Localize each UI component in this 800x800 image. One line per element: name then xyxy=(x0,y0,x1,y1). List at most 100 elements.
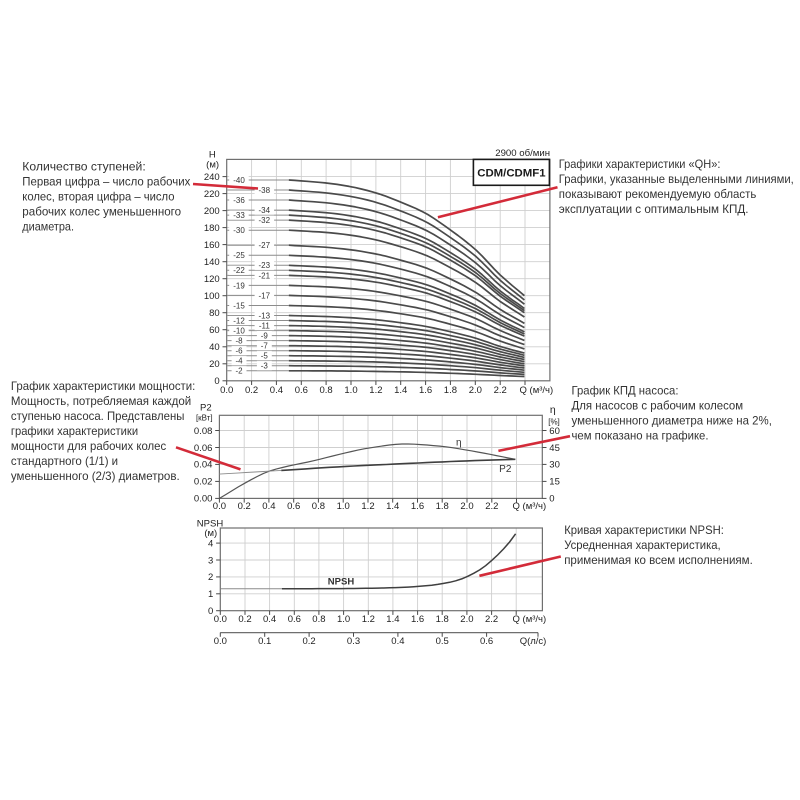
svg-text:1.4: 1.4 xyxy=(386,614,399,625)
svg-text:Графики, указанные выделенными: Графики, указанные выделенными линиями, xyxy=(559,172,794,186)
svg-text:-2: -2 xyxy=(235,367,243,376)
svg-text:0.1: 0.1 xyxy=(258,636,271,647)
svg-text:(м): (м) xyxy=(206,159,219,170)
svg-text:1.2: 1.2 xyxy=(369,385,382,396)
svg-text:2.0: 2.0 xyxy=(460,501,473,512)
svg-text:-12: -12 xyxy=(233,316,245,325)
svg-text:0.06: 0.06 xyxy=(194,443,213,454)
svg-text:рабочих колес уменьшенного: рабочих колес уменьшенного xyxy=(22,205,181,219)
svg-text:-33: -33 xyxy=(233,211,245,220)
svg-text:-23: -23 xyxy=(259,261,271,270)
svg-text:P2: P2 xyxy=(499,464,512,475)
svg-text:1.8: 1.8 xyxy=(436,501,449,512)
svg-text:2.0: 2.0 xyxy=(469,385,482,396)
svg-text:60: 60 xyxy=(209,325,220,336)
svg-text:График характеристики мощности: График характеристики мощности: xyxy=(11,379,195,393)
svg-text:(м): (м) xyxy=(204,528,217,539)
svg-text:Для насосов с рабочим колесом: Для насосов с рабочим колесом xyxy=(572,398,744,412)
svg-text:Q (м³/ч): Q (м³/ч) xyxy=(513,501,547,512)
svg-text:η: η xyxy=(456,438,462,449)
svg-text:200: 200 xyxy=(204,206,220,217)
svg-text:-6: -6 xyxy=(235,347,243,356)
svg-text:0.04: 0.04 xyxy=(194,460,213,471)
svg-text:2.2: 2.2 xyxy=(485,501,498,512)
svg-text:2900 об/мин: 2900 об/мин xyxy=(495,148,550,159)
svg-text:-4: -4 xyxy=(235,357,243,366)
svg-text:-10: -10 xyxy=(233,327,245,336)
svg-text:1.8: 1.8 xyxy=(436,614,449,625)
svg-text:1: 1 xyxy=(208,589,213,600)
svg-text:0.8: 0.8 xyxy=(312,614,325,625)
svg-text:60: 60 xyxy=(549,426,560,437)
svg-text:ступенью насоса. Представлены: ступенью насоса. Представлены xyxy=(11,409,185,423)
svg-text:P2: P2 xyxy=(200,403,212,414)
svg-text:1.6: 1.6 xyxy=(411,501,424,512)
svg-text:Графики характеристики «QH»:: Графики характеристики «QH»: xyxy=(559,157,721,171)
svg-text:-3: -3 xyxy=(261,362,269,371)
svg-text:Мощность, потребляемая каждой: Мощность, потребляемая каждой xyxy=(11,394,191,408)
svg-text:45: 45 xyxy=(549,443,560,454)
svg-text:-36: -36 xyxy=(233,196,245,205)
svg-text:-5: -5 xyxy=(261,352,269,361)
svg-text:0.0: 0.0 xyxy=(213,501,226,512)
svg-text:-19: -19 xyxy=(233,281,245,290)
svg-text:0: 0 xyxy=(208,606,213,617)
svg-text:0.4: 0.4 xyxy=(270,385,283,396)
svg-text:0.4: 0.4 xyxy=(263,614,276,625)
svg-text:0.6: 0.6 xyxy=(480,636,493,647)
svg-text:Q (м³/ч): Q (м³/ч) xyxy=(513,614,547,625)
svg-text:0.2: 0.2 xyxy=(238,501,251,512)
svg-text:160: 160 xyxy=(204,240,220,251)
svg-text:NPSH: NPSH xyxy=(328,577,355,588)
svg-text:Q (м³/ч): Q (м³/ч) xyxy=(520,385,554,396)
svg-text:0.2: 0.2 xyxy=(238,614,251,625)
svg-text:1.2: 1.2 xyxy=(361,501,374,512)
svg-text:применимая ко всем исполнениям: применимая ко всем исполнениям. xyxy=(564,553,753,567)
svg-text:Усредненная характеристика,: Усредненная характеристика, xyxy=(564,538,721,552)
svg-text:120: 120 xyxy=(204,274,220,285)
svg-text:140: 140 xyxy=(204,257,220,268)
svg-text:2: 2 xyxy=(208,572,213,583)
svg-text:180: 180 xyxy=(204,223,220,234)
svg-text:показывают рекомендуемую облас: показывают рекомендуемую область xyxy=(559,187,757,201)
svg-text:2.0: 2.0 xyxy=(460,614,473,625)
svg-text:240: 240 xyxy=(204,172,220,183)
svg-text:1.8: 1.8 xyxy=(444,385,457,396)
svg-text:0.6: 0.6 xyxy=(295,385,308,396)
svg-text:-17: -17 xyxy=(259,291,271,300)
svg-text:График КПД насоса:: График КПД насоса: xyxy=(572,383,679,397)
svg-text:[%]: [%] xyxy=(548,418,560,427)
svg-text:0.0: 0.0 xyxy=(220,385,233,396)
svg-text:-22: -22 xyxy=(233,266,245,275)
svg-text:стандартного (1/1) и: стандартного (1/1) и xyxy=(11,454,118,468)
svg-text:0: 0 xyxy=(214,376,219,387)
svg-text:0.08: 0.08 xyxy=(194,426,213,437)
svg-text:0: 0 xyxy=(549,494,554,505)
svg-text:30: 30 xyxy=(549,460,560,471)
svg-text:100: 100 xyxy=(204,291,220,302)
svg-text:эксплуатации с оптимальным КПД: эксплуатации с оптимальным КПД. xyxy=(559,202,749,216)
svg-text:220: 220 xyxy=(204,189,220,200)
svg-text:0.2: 0.2 xyxy=(302,636,315,647)
svg-text:-21: -21 xyxy=(259,271,271,280)
svg-text:мощности для рабочих колес: мощности для рабочих колес xyxy=(11,439,166,453)
svg-text:-25: -25 xyxy=(233,251,245,260)
svg-text:Q(л/с): Q(л/с) xyxy=(520,636,547,647)
svg-text:CDM/CDMF1: CDM/CDMF1 xyxy=(477,168,546,180)
svg-text:1.2: 1.2 xyxy=(362,614,375,625)
svg-text:уменьшенного диаметра ниже на: уменьшенного диаметра ниже на 2%, xyxy=(572,413,772,427)
svg-text:1.0: 1.0 xyxy=(344,385,357,396)
svg-text:80: 80 xyxy=(209,308,220,319)
svg-text:графики характеристики: графики характеристики xyxy=(11,424,138,438)
svg-text:Первая цифра – число рабочих: Первая цифра – число рабочих xyxy=(22,175,190,189)
svg-text:чем показано на графике.: чем показано на графике. xyxy=(572,428,709,442)
svg-text:0.6: 0.6 xyxy=(287,501,300,512)
svg-text:-15: -15 xyxy=(233,301,245,310)
svg-text:-11: -11 xyxy=(259,322,271,331)
svg-text:1.6: 1.6 xyxy=(411,614,424,625)
svg-text:2.2: 2.2 xyxy=(485,614,498,625)
svg-text:1.4: 1.4 xyxy=(386,501,399,512)
svg-text:H: H xyxy=(209,150,216,161)
svg-text:колес, вторая цифра – число: колес, вторая цифра – число xyxy=(22,190,175,204)
svg-text:NPSH: NPSH xyxy=(197,519,224,530)
